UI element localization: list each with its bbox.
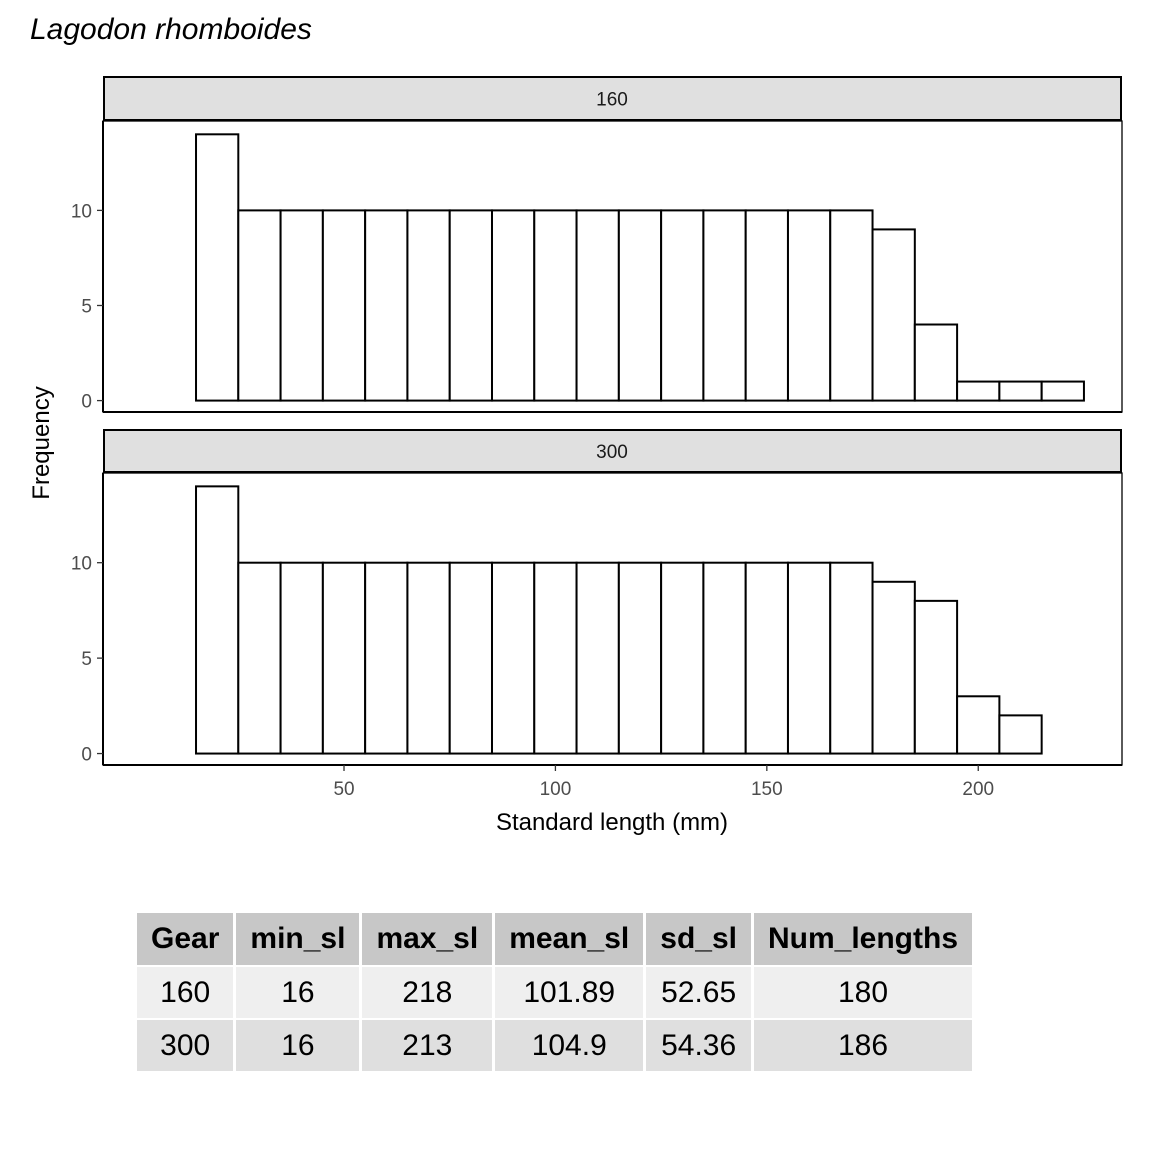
histogram-bar [702, 209, 747, 402]
histogram-bar [998, 714, 1043, 755]
histogram-bar [195, 485, 240, 755]
histogram-bar [533, 561, 578, 755]
cell-num-lengths: 180 [753, 967, 973, 1018]
header-min-sl: min_sl [236, 913, 360, 965]
histogram-bar [575, 561, 620, 755]
histogram-bar [279, 561, 324, 755]
histogram-bar [913, 323, 959, 402]
histogram-bar [195, 133, 240, 402]
cell-min-sl: 16 [236, 967, 360, 1018]
table-row: 160 16 218 101.89 52.65 180 [137, 967, 973, 1018]
histogram-bar [364, 209, 409, 402]
y-tick-label: 0 [81, 392, 92, 413]
header-num-lengths: Num_lengths [753, 913, 973, 965]
header-gear: Gear [137, 913, 234, 965]
facet-strip [103, 76, 1122, 121]
histogram-bar [617, 561, 663, 755]
histogram-bar [998, 380, 1043, 402]
histogram-bar [829, 561, 874, 755]
histogram-bar [786, 209, 832, 402]
histogram-bar [660, 561, 705, 755]
cell-min-sl: 16 [236, 1020, 360, 1071]
histogram-bar [490, 561, 536, 755]
histogram-bar [913, 599, 959, 755]
header-max-sl: max_sl [362, 913, 493, 965]
facet-strip [103, 429, 1122, 473]
x-tick-label: 200 [962, 779, 994, 800]
table-row: 300 16 213 104.9 54.36 186 [137, 1020, 973, 1071]
x-tick-label: 100 [540, 779, 572, 800]
header-mean-sl: mean_sl [495, 913, 644, 965]
cell-sd-sl: 52.65 [646, 967, 751, 1018]
histogram-bar [533, 209, 578, 402]
histogram-bar [871, 228, 916, 402]
histogram-bar [448, 561, 493, 755]
histogram-bar [321, 561, 367, 755]
cell-gear: 160 [137, 967, 234, 1018]
histogram-bar [406, 209, 451, 402]
summary-table: Gear min_sl max_sl mean_sl sd_sl Num_len… [134, 911, 975, 1073]
y-tick-label: 5 [81, 649, 92, 670]
histogram-bar [321, 209, 367, 402]
histogram-bar [956, 380, 1001, 402]
histogram-bar [237, 209, 282, 402]
histogram-bar [237, 561, 282, 755]
header-sd-sl: sd_sl [646, 913, 751, 965]
table-header-row: Gear min_sl max_sl mean_sl sd_sl Num_len… [137, 913, 973, 965]
cell-gear: 300 [137, 1020, 234, 1071]
y-tick-label: 0 [81, 745, 92, 766]
histogram-bar [744, 561, 789, 755]
facet-strip-label: 160 [596, 90, 628, 111]
histogram-bar [702, 561, 747, 755]
facet-panel-160: 160 0 5 10 [71, 76, 1123, 413]
histogram-bar [660, 209, 705, 402]
histogram-bar [575, 209, 620, 402]
cell-sd-sl: 54.36 [646, 1020, 751, 1071]
y-tick-label: 5 [81, 296, 92, 317]
facet-panel-300: 300 0 5 10 [71, 429, 1123, 766]
facet-strip-label: 300 [596, 442, 628, 463]
cell-max-sl: 213 [362, 1020, 493, 1071]
cell-mean-sl: 104.9 [495, 1020, 644, 1071]
plot-title: Lagodon rhomboides [30, 13, 312, 46]
histogram-bar [786, 561, 832, 755]
histogram-bar [829, 209, 874, 402]
y-tick-label: 10 [71, 554, 92, 575]
cell-mean-sl: 101.89 [495, 967, 644, 1018]
x-axis: 50 100 150 200 [333, 765, 994, 800]
histogram-bar [279, 209, 324, 402]
histogram-bar [448, 209, 493, 402]
x-tick-label: 150 [751, 779, 783, 800]
cell-max-sl: 218 [362, 967, 493, 1018]
y-axis-title: Frequency [28, 386, 55, 499]
cell-num-lengths: 186 [753, 1020, 973, 1071]
facet-panels: 160 0 5 10 300 0 5 10 [71, 76, 1123, 766]
histogram-bar [956, 695, 1001, 755]
y-tick-label: 10 [71, 201, 92, 222]
histogram-bar [744, 209, 789, 402]
x-axis-title: Standard length (mm) [496, 809, 728, 836]
histogram-bar [490, 209, 536, 402]
x-tick-label: 50 [333, 779, 354, 800]
histogram-bar [617, 209, 663, 402]
histogram-bar [364, 561, 409, 755]
histogram-bar [406, 561, 451, 755]
histogram-bar [1040, 380, 1085, 402]
histogram-bar [871, 580, 916, 755]
